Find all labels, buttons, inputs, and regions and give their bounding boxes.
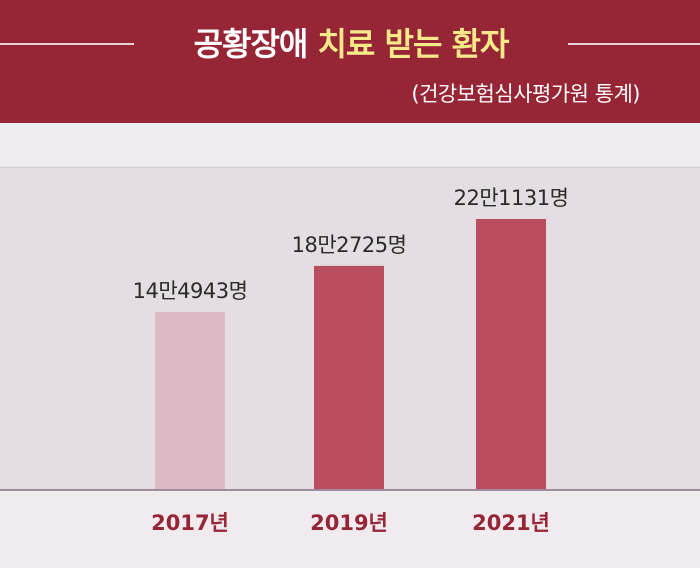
x-tick-label: 2021년 [472, 511, 550, 535]
title-left-rule [0, 43, 134, 45]
title-right-rule [568, 43, 700, 45]
x-tick-label: 2019년 [310, 511, 388, 535]
x-tick-label: 2017년 [151, 511, 229, 535]
spacer-strip [0, 123, 700, 167]
bar-value-label: 18만2725명 [292, 233, 407, 257]
bar-value-label: 14만4943명 [133, 279, 248, 303]
bars-group: 14만4943명 2017년 18만2725명 2019년 22만1131명 2021년 [133, 186, 569, 535]
title-part-1: 공황장애 [193, 25, 309, 63]
title-part-2: 치료 받는 환자 [317, 25, 509, 63]
bar-2 [314, 265, 384, 489]
header-banner: 공황장애 치료 받는 환자 (건강보험심사평가원 통계) [0, 0, 700, 123]
source-note: (건강보험심사평가원 통계) [411, 82, 640, 106]
bar-3 [476, 219, 546, 489]
chart-title: 공황장애 치료 받는 환자 [150, 24, 552, 64]
bar-value-label: 22만1131명 [454, 186, 569, 210]
x-axis-baseline [0, 489, 700, 491]
bar-1 [155, 312, 225, 489]
